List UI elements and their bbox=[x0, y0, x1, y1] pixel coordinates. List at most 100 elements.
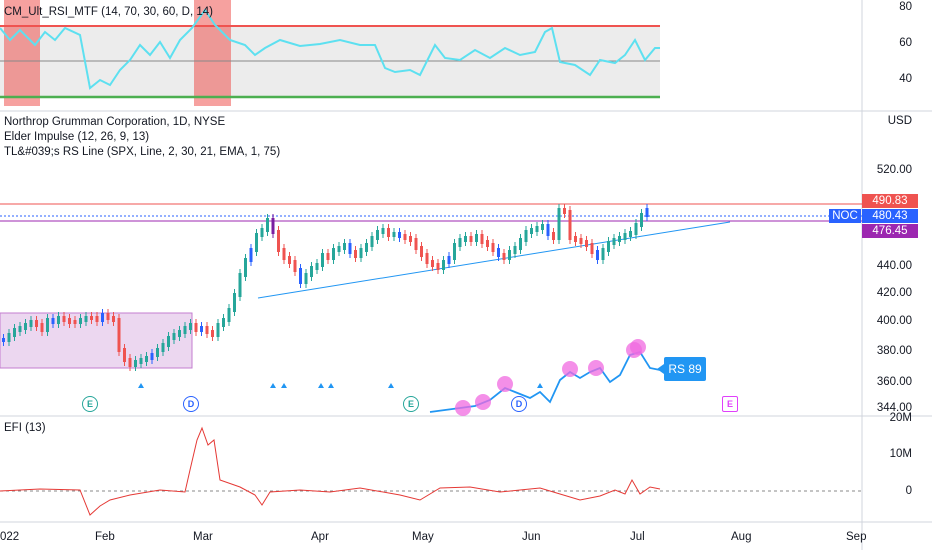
candle-body bbox=[266, 218, 269, 232]
signal-triangle bbox=[138, 383, 144, 388]
currency-label[interactable]: USD bbox=[887, 115, 912, 127]
candle-body bbox=[150, 353, 154, 360]
rsi-axis-40: 40 bbox=[899, 73, 912, 85]
candle-body bbox=[508, 250, 511, 260]
candle-body bbox=[348, 243, 352, 254]
candle-body bbox=[156, 348, 159, 357]
candle-body bbox=[365, 243, 368, 252]
rsi-axis-60: 60 bbox=[899, 37, 912, 49]
candle-body bbox=[387, 228, 390, 237]
rsi-line bbox=[0, 8, 660, 90]
candle-body bbox=[112, 316, 115, 322]
candle-body bbox=[249, 248, 253, 262]
rs-line-title[interactable]: TL&#039;s RS Line (SPX, Line, 2, 30, 21,… bbox=[4, 146, 281, 158]
price-axis-380: 380.00 bbox=[876, 345, 912, 357]
price-axis-400: 400.00 bbox=[876, 315, 912, 327]
signal-triangle bbox=[281, 383, 287, 388]
symbol-title[interactable]: Northrop Grumman Corporation, 1D, NYSE bbox=[4, 116, 226, 128]
price-axis-360: 360.00 bbox=[876, 376, 912, 388]
candle-body bbox=[145, 356, 148, 362]
candle-body bbox=[161, 343, 165, 352]
candle-body bbox=[216, 323, 220, 337]
candle-body bbox=[101, 313, 104, 322]
candle-body bbox=[502, 253, 506, 260]
candle-body bbox=[315, 263, 319, 270]
candle-body bbox=[420, 246, 423, 257]
upcoming-earnings-marker[interactable]: E bbox=[722, 396, 738, 412]
candle-body bbox=[271, 218, 275, 234]
candle-body bbox=[623, 233, 627, 240]
signal-triangle bbox=[388, 383, 394, 388]
candle-body bbox=[2, 338, 5, 342]
rsi-title[interactable]: CM_Ult_RSI_MTF (14, 70, 30, 60, D, 14) bbox=[4, 6, 213, 18]
candle-body bbox=[601, 248, 605, 260]
candle-body bbox=[172, 333, 176, 340]
candle-body bbox=[480, 234, 484, 244]
candle-body bbox=[403, 234, 407, 240]
candle-body bbox=[475, 234, 478, 242]
time-label-sep: Sep bbox=[846, 531, 867, 543]
time-label-aug: Aug bbox=[731, 531, 752, 543]
dividend-marker[interactable]: D bbox=[511, 396, 527, 412]
candle-body bbox=[310, 266, 313, 277]
candle-body bbox=[612, 238, 616, 245]
low-price-tag: 476.45 bbox=[862, 224, 918, 238]
candle-body bbox=[343, 243, 346, 250]
candle-body bbox=[288, 256, 291, 264]
time-label-may: May bbox=[412, 531, 434, 543]
candle-body bbox=[238, 273, 242, 297]
rs-new-high-bubble bbox=[455, 400, 471, 416]
candle-body bbox=[590, 243, 594, 254]
signal-triangle bbox=[318, 383, 324, 388]
candle-body bbox=[392, 232, 396, 237]
candle-body bbox=[304, 273, 308, 284]
time-label-mar: Mar bbox=[193, 531, 213, 543]
efi-line bbox=[0, 426, 661, 516]
consolidation-box bbox=[0, 312, 193, 369]
candle-body bbox=[255, 233, 258, 252]
candle-body bbox=[557, 208, 561, 240]
candle-body bbox=[73, 320, 77, 324]
time-label-jun: Jun bbox=[522, 531, 541, 543]
efi-axis-20m: 20M bbox=[889, 412, 912, 424]
rs-new-high-bubble bbox=[630, 339, 646, 355]
candle-body bbox=[414, 238, 418, 250]
candle-body bbox=[519, 238, 522, 250]
rsi-overbought-highlight-1 bbox=[4, 0, 40, 106]
candle-body bbox=[629, 231, 632, 237]
candle-body bbox=[18, 326, 22, 332]
candle-body bbox=[486, 240, 489, 247]
dividend-marker[interactable]: D bbox=[183, 396, 199, 412]
candle-body bbox=[596, 250, 599, 260]
candle-body bbox=[326, 253, 330, 260]
candle-body bbox=[447, 256, 451, 264]
candle-body bbox=[117, 318, 121, 352]
candle-body bbox=[123, 348, 126, 362]
candle-body bbox=[458, 238, 462, 247]
elder-impulse-title[interactable]: Elder Impulse (12, 26, 9, 13) bbox=[4, 131, 150, 143]
candle-body bbox=[35, 320, 38, 327]
price-axis-440: 440.00 bbox=[876, 260, 912, 272]
candle-body bbox=[51, 318, 55, 324]
candle-body bbox=[607, 241, 610, 252]
time-label-feb: Feb bbox=[95, 531, 115, 543]
candle-body bbox=[29, 320, 33, 327]
last-price-tag: 480.43 bbox=[862, 209, 918, 223]
candle-body bbox=[530, 228, 533, 234]
efi-title[interactable]: EFI (13) bbox=[4, 422, 46, 434]
candle-body bbox=[431, 260, 434, 267]
candle-body bbox=[535, 226, 539, 232]
candle-body bbox=[299, 268, 302, 284]
candle-body bbox=[552, 232, 555, 240]
earnings-marker[interactable]: E bbox=[82, 396, 98, 412]
candle-body bbox=[167, 336, 170, 347]
candle-body bbox=[24, 323, 27, 330]
candle-body bbox=[90, 316, 93, 320]
candle-body bbox=[277, 230, 280, 252]
high-price-tag: 490.83 bbox=[862, 194, 918, 208]
candle-body bbox=[541, 224, 544, 230]
earnings-marker[interactable]: E bbox=[403, 396, 419, 412]
candle-body bbox=[139, 358, 143, 364]
candle-body bbox=[524, 230, 528, 242]
